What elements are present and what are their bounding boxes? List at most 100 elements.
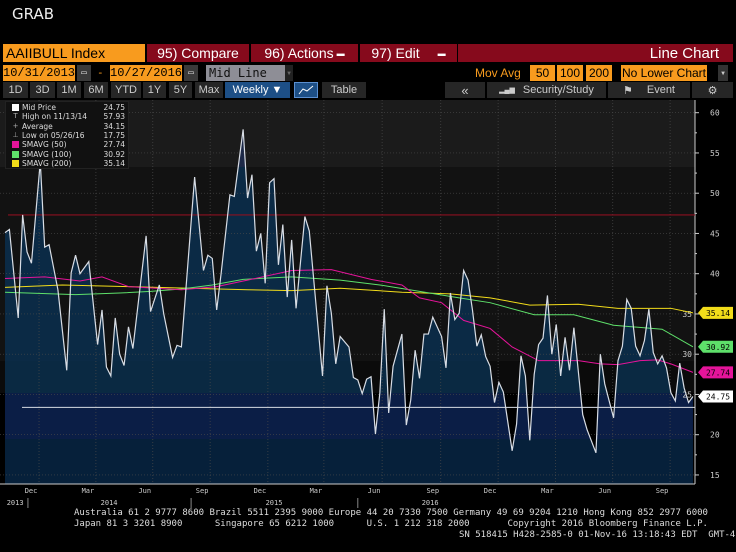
average-marker-icon: +	[12, 121, 19, 130]
high-marker-icon: T	[13, 112, 18, 121]
legend-item-high: T High on 11/13/14 57.93	[8, 112, 125, 121]
y-tick-label: 25	[682, 390, 692, 399]
mov-avg-100[interactable]: 100	[557, 65, 583, 81]
security-input[interactable]: AAIIBULL Index	[3, 44, 145, 62]
start-date-input[interactable]: 10/31/2013	[3, 65, 75, 81]
x-tick-label: Mar	[82, 487, 95, 495]
last-value-tag	[698, 390, 733, 403]
y-tick-label: 30	[682, 350, 692, 359]
period-6m[interactable]: 6M	[84, 82, 108, 98]
chart-legend: Mid Price 24.75 T High on 11/13/14 57.93 + A…	[5, 101, 129, 169]
frequency-select[interactable]: Weekly ▼	[225, 82, 290, 98]
period-1y[interactable]: 1Y	[143, 82, 166, 98]
legend-value: 30.92	[103, 149, 125, 159]
mov-avg-50[interactable]: 50	[530, 65, 555, 81]
legend-swatch	[12, 104, 19, 112]
actions-button[interactable]: 96) Actions ▬	[251, 44, 358, 62]
period-max[interactable]: Max	[195, 82, 223, 98]
compare-button[interactable]: 95) Compare	[147, 44, 249, 62]
footer-session-info: SN 518415 H428-2585-0 01-Nov-16 13:18:43…	[459, 530, 736, 540]
legend-label: Mid Price	[22, 103, 56, 113]
settings-gear-icon[interactable]: ⚙	[692, 82, 733, 98]
legend-swatch	[12, 159, 19, 167]
legend-label: SMAVG (200)	[22, 158, 72, 168]
collapse-button[interactable]: «	[445, 82, 485, 98]
calendar-icon[interactable]: ▭	[184, 65, 198, 81]
x-tick-label: Mar	[541, 487, 554, 495]
legend-item-average: + Average 34.15	[8, 122, 125, 131]
series-line-smavg-100-	[4, 276, 694, 348]
legend-swatch	[12, 150, 19, 158]
actions-label: 96) Actions	[264, 45, 334, 61]
period-ytd[interactable]: YTD	[111, 82, 141, 98]
chevron-down-icon[interactable]: ▼	[285, 65, 293, 81]
flag-icon: ⚑	[622, 84, 633, 97]
security-study-button[interactable]: ▂▄▆ Security/Study	[487, 82, 606, 98]
legend-value: 34.15	[103, 121, 125, 131]
year-label: 2014	[101, 499, 118, 507]
end-date-input[interactable]: 10/27/2016	[110, 65, 182, 81]
y-tick-label: 50	[710, 189, 720, 198]
x-tick-label: Sep	[656, 487, 669, 495]
lower-chart-select[interactable]: No Lower Chart	[621, 65, 707, 81]
footer-contacts-line2: Japan 81 3 3201 8900 Singapore 65 6212 1…	[74, 519, 708, 529]
legend-item-smavg-200[interactable]: SMAVG (200) 35.14	[8, 159, 125, 168]
last-value-tag	[698, 366, 733, 379]
legend-label: Average	[22, 121, 53, 131]
mode-select[interactable]: Mid Line	[206, 65, 285, 81]
y-tick-label: 60	[710, 109, 720, 118]
chevron-down-icon: ▬	[336, 48, 345, 58]
x-tick-label: Jun	[138, 487, 151, 495]
footer-contacts-line1: Australia 61 2 9777 8600 Brazil 5511 239…	[74, 508, 708, 518]
last-value-label: 24.75	[706, 392, 730, 401]
year-label: 2013	[7, 499, 24, 507]
area-fill-band	[5, 393, 693, 439]
low-marker-icon: ⊥	[12, 131, 19, 140]
legend-value: 24.75	[103, 103, 125, 113]
event-button[interactable]: ⚑ Event	[608, 82, 690, 98]
x-tick-label: Mar	[310, 487, 323, 495]
legend-swatch	[12, 141, 19, 149]
y-tick-label: 20	[710, 431, 720, 440]
x-tick-label: Sep	[196, 487, 209, 495]
legend-item-smavg-50[interactable]: SMAVG (50) 27.74	[8, 140, 125, 149]
legend-value: 35.14	[103, 158, 125, 168]
last-value-label: 30.92	[706, 343, 730, 352]
last-value-tag	[698, 340, 733, 353]
x-tick-label: Dec	[484, 487, 497, 495]
legend-value: 57.93	[103, 112, 125, 122]
legend-label: High on 11/13/14	[22, 112, 88, 122]
x-tick-label: Jun	[598, 487, 611, 495]
x-tick-label: Sep	[426, 487, 439, 495]
chevron-down-icon: ▬	[437, 48, 446, 58]
y-tick-label: 40	[710, 270, 720, 279]
mov-avg-200[interactable]: 200	[586, 65, 612, 81]
mov-avg-label: Mov Avg	[475, 66, 521, 80]
period-1d[interactable]: 1D	[3, 82, 28, 98]
period-3d[interactable]: 3D	[30, 82, 55, 98]
window-title: GRAB	[12, 5, 54, 23]
line-chart-icon[interactable]	[294, 82, 318, 98]
legend-item-smavg-100[interactable]: SMAVG (100) 30.92	[8, 149, 125, 159]
edit-button[interactable]: 97) Edit ▬	[360, 44, 457, 62]
study-icon: ▂▄▆	[499, 87, 515, 94]
chart-type-button[interactable]: Line Chart	[458, 44, 733, 62]
year-label: 2015	[266, 499, 283, 507]
legend-value: 17.75	[103, 131, 125, 141]
legend-item-mid-price[interactable]: Mid Price 24.75	[8, 103, 125, 112]
legend-label: Low on 05/26/16	[22, 131, 85, 141]
y-tick-label: 55	[710, 149, 720, 158]
chevron-down-icon[interactable]: ▼	[718, 65, 728, 81]
x-tick-label: Jun	[368, 487, 381, 495]
edit-label: 97) Edit	[371, 45, 420, 61]
series-line-mid-price	[4, 129, 694, 454]
calendar-icon[interactable]: ▭	[77, 65, 91, 81]
year-label: 2016	[422, 499, 439, 507]
x-tick-label: Dec	[25, 487, 38, 495]
event-label: Event	[646, 84, 675, 96]
x-tick-label: Dec	[254, 487, 267, 495]
table-button[interactable]: Table	[322, 82, 366, 98]
legend-item-low: ⊥ Low on 05/26/16 17.75	[8, 131, 125, 140]
period-5y[interactable]: 5Y	[169, 82, 192, 98]
period-1m[interactable]: 1M	[57, 82, 81, 98]
